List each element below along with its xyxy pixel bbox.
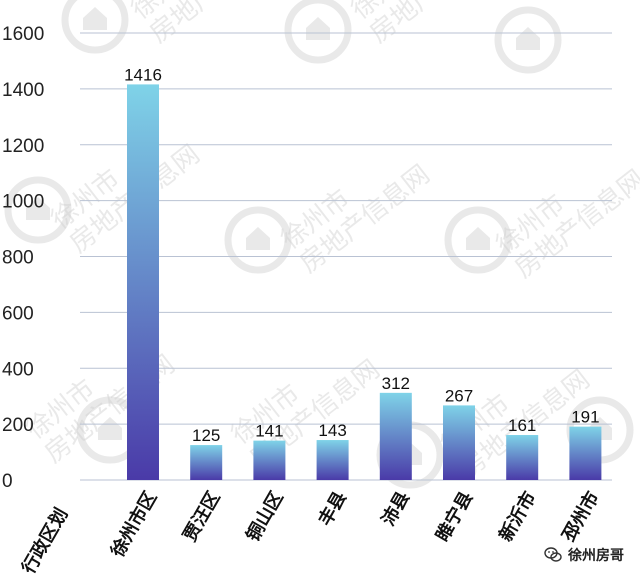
bar — [569, 426, 602, 480]
x-tick-label: 睢宁县 — [431, 488, 477, 546]
svg-text:徐州市区: 徐州市区 — [106, 488, 162, 562]
svg-text:邳州市: 邳州市 — [557, 488, 604, 547]
gridlines — [80, 32, 612, 481]
wechat-icon — [544, 547, 562, 562]
bar — [316, 440, 349, 480]
watermark-logo — [4, 176, 72, 244]
bar-value-label: 267 — [445, 386, 473, 405]
watermark-house-icon — [26, 197, 50, 220]
bar — [443, 405, 475, 480]
svg-text:沛县: 沛县 — [377, 488, 414, 530]
category-labels: 行政区划 徐州市区 贾汪区 铜山区 丰县 沛县 睢宁县 新沂市 邳州市 — [17, 488, 604, 579]
x-tick-label: 邳州市 — [557, 488, 604, 547]
y-tick-label: 1400 — [2, 80, 44, 101]
x-tick-label: 新沂市 — [494, 488, 540, 546]
x-tick-label: 沛县 — [377, 488, 414, 530]
watermark-logo — [61, 0, 129, 54]
y-tick-label: 400 — [2, 359, 34, 380]
bar-value-label: 161 — [508, 416, 536, 435]
category-axis-title: 行政区划 — [17, 504, 73, 578]
watermark-logo — [444, 206, 512, 274]
bar — [190, 445, 223, 480]
bar — [253, 440, 286, 480]
bar — [379, 392, 412, 480]
bar — [506, 435, 539, 480]
x-tick-label: 贾汪区 — [179, 488, 224, 545]
watermark: 徐州市房地产信息网徐州市房地产信息网徐州市房地产信息网徐州市房地产信息网徐州市房… — [4, 0, 640, 489]
bar-value-label: 141 — [255, 422, 283, 441]
y-tick-label: 1200 — [2, 136, 44, 157]
brand-badge: 徐州房哥 — [544, 545, 624, 565]
x-tick-label: 丰县 — [314, 488, 351, 530]
bar-value-label: 143 — [318, 421, 346, 440]
bar — [127, 84, 159, 480]
svg-text:丰县: 丰县 — [314, 488, 351, 530]
watermark-house-icon — [246, 227, 270, 250]
watermark-house-icon — [98, 417, 122, 440]
watermark-house-icon — [516, 27, 540, 50]
bar-value-label: 191 — [571, 408, 599, 427]
y-tick-label: 1000 — [2, 192, 44, 213]
bars — [127, 84, 602, 480]
brand-name: 徐州房哥 — [568, 548, 624, 564]
bar-value-label: 312 — [382, 374, 410, 393]
watermark-logo — [224, 206, 292, 274]
y-tick-label: 0 — [2, 471, 13, 492]
svg-text:铜山区: 铜山区 — [242, 488, 288, 546]
watermark-house-icon — [306, 17, 330, 40]
svg-text:睢宁县: 睢宁县 — [431, 488, 477, 546]
watermark-house-icon — [466, 227, 490, 250]
bar-value-label: 125 — [192, 426, 220, 445]
y-axis-ticks: 0 200 400 600 800 1000 1200 1400 1600 — [2, 24, 44, 492]
y-tick-label: 600 — [2, 303, 34, 324]
y-tick-label: 800 — [2, 248, 34, 269]
svg-text:行政区划: 行政区划 — [17, 504, 73, 578]
y-tick-label: 1600 — [2, 24, 44, 45]
watermark-house-icon — [83, 7, 107, 30]
svg-text:贾汪区: 贾汪区 — [179, 488, 224, 545]
y-tick-label: 200 — [2, 415, 34, 436]
bar-value-label: 1416 — [124, 65, 162, 84]
value-labels: 1416 125 141 143 312 267 161 191 — [124, 65, 600, 445]
x-tick-label: 铜山区 — [242, 488, 288, 546]
x-tick-label: 徐州市区 — [106, 488, 162, 562]
watermark-logo — [494, 6, 562, 74]
watermark-logo — [284, 0, 352, 64]
svg-text:新沂市: 新沂市 — [494, 488, 540, 546]
